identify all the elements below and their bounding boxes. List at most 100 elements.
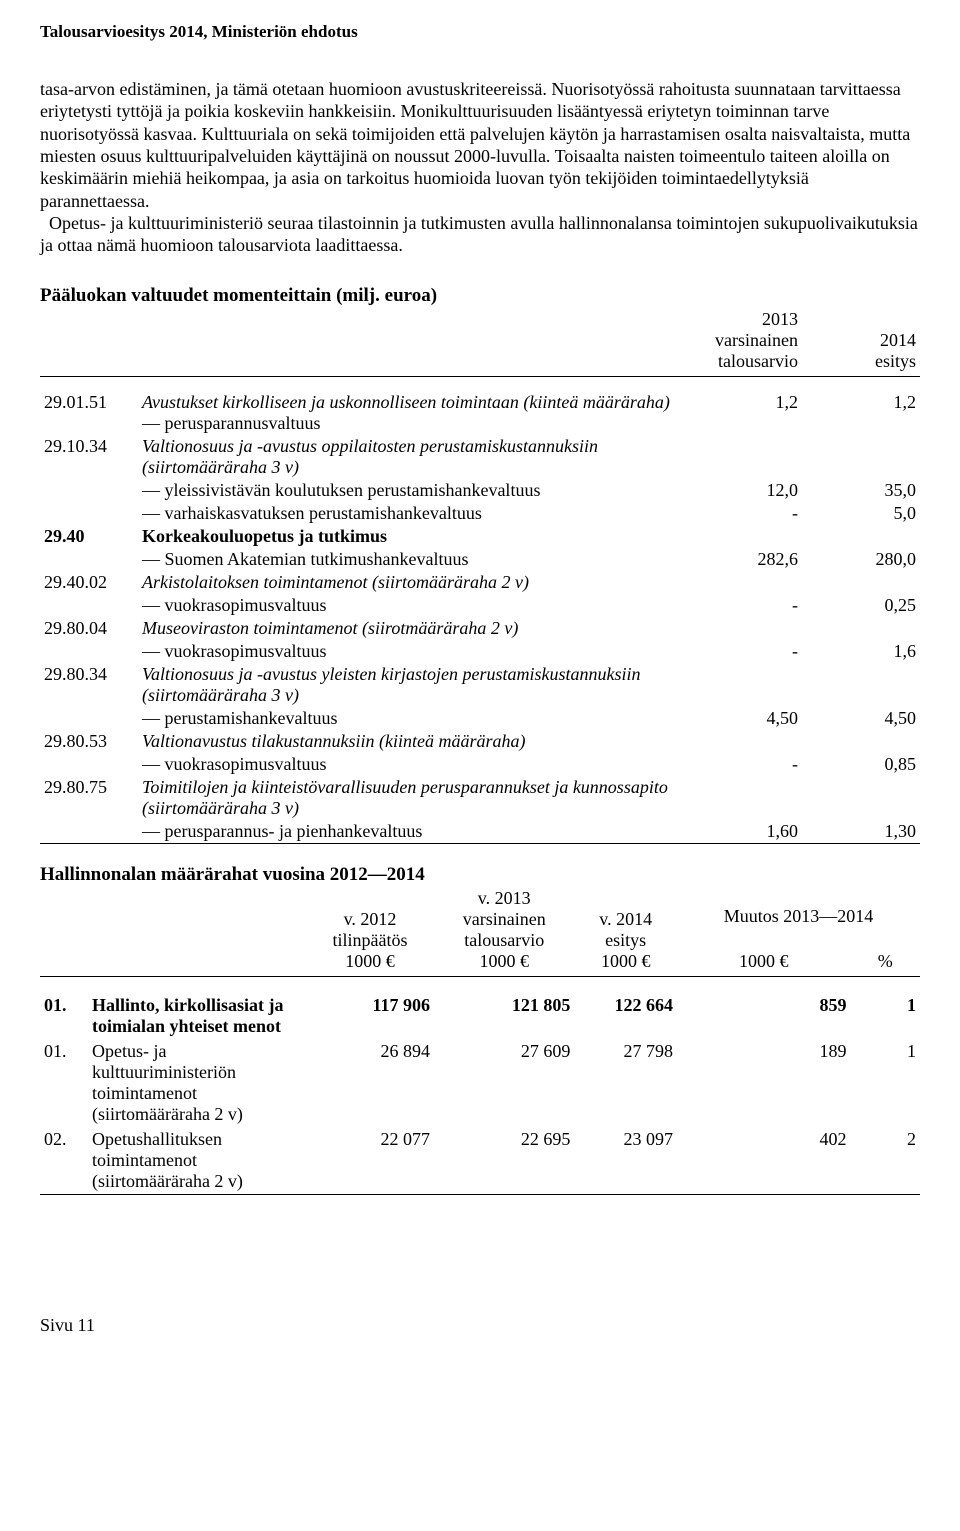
table-maararahat: v. 2012 tilinpäätös 1000 € v. 2013 varsi… — [40, 888, 920, 1195]
row-desc: — vuokrasopimusvaltuus — [138, 594, 684, 617]
row-value — [802, 663, 920, 707]
col-subheader: 1000 € — [677, 931, 851, 976]
row-value: 0,85 — [802, 753, 920, 776]
row-desc: Valtionosuus ja -avustus oppilaitosten p… — [138, 435, 684, 479]
row-value: 2 — [851, 1127, 920, 1195]
row-desc: Opetushallituksen toimintamenot (siirtom… — [88, 1127, 306, 1195]
row-desc: Hallinto, kirkollisasiat ja toimialan yh… — [88, 993, 306, 1039]
col-header: 2014 esitys — [802, 309, 920, 377]
row-value — [802, 776, 920, 820]
row-value — [684, 663, 802, 707]
row-value: 280,0 — [802, 548, 920, 571]
row-code: 29.80.34 — [40, 663, 138, 707]
row-code — [40, 753, 138, 776]
row-value: - — [684, 753, 802, 776]
row-code: 29.10.34 — [40, 435, 138, 479]
row-desc: Valtionavustus tilakustannuksiin (kiinte… — [138, 730, 684, 753]
row-value: 1,2 — [684, 391, 802, 435]
row-desc: Korkeakouluopetus ja tutkimus — [138, 525, 684, 548]
paragraph-line: tasa-arvon edistäminen, ja tämä otetaan … — [40, 79, 910, 211]
row-desc: — vuokrasopimusvaltuus — [138, 640, 684, 663]
page-header: Talousarvioesitys 2014, Ministeriön ehdo… — [40, 22, 920, 42]
row-code: 29.80.04 — [40, 617, 138, 640]
row-code — [40, 707, 138, 730]
row-code: 29.40.02 — [40, 571, 138, 594]
row-value: 1 — [851, 993, 920, 1039]
row-code: 29.80.53 — [40, 730, 138, 753]
row-value: - — [684, 594, 802, 617]
row-value: 1 — [851, 1039, 920, 1127]
row-value: 121 805 — [434, 993, 574, 1039]
row-code — [40, 640, 138, 663]
row-value: - — [684, 640, 802, 663]
row-code: 29.01.51 — [40, 391, 138, 435]
row-value: 282,6 — [684, 548, 802, 571]
row-desc: Toimitilojen ja kiinteistövarallisuuden … — [138, 776, 684, 820]
row-value — [802, 435, 920, 479]
row-value: 27 609 — [434, 1039, 574, 1127]
row-value: 859 — [677, 993, 851, 1039]
col-header: 2013 varsinainen talousarvio — [684, 309, 802, 377]
row-value: 189 — [677, 1039, 851, 1127]
col-subheader: % — [851, 931, 920, 976]
row-value: 4,50 — [684, 707, 802, 730]
row-desc: — perusparannus- ja pienhankevaltuus — [138, 820, 684, 844]
row-code — [40, 820, 138, 844]
row-value: 4,50 — [802, 707, 920, 730]
row-desc: — perustamishankevaltuus — [138, 707, 684, 730]
page-footer: Sivu 11 — [40, 1315, 920, 1336]
row-value — [802, 730, 920, 753]
row-value — [684, 571, 802, 594]
row-code — [40, 594, 138, 617]
row-desc: — yleissivistävän koulutuksen perustamis… — [138, 479, 684, 502]
body-paragraph: tasa-arvon edistäminen, ja tämä otetaan … — [40, 78, 920, 257]
row-code: 01. — [40, 993, 88, 1039]
row-desc: Valtionosuus ja -avustus yleisten kirjas… — [138, 663, 684, 707]
row-value: 12,0 — [684, 479, 802, 502]
row-value: 117 906 — [306, 993, 434, 1039]
row-value — [802, 571, 920, 594]
row-value — [684, 617, 802, 640]
row-code: 02. — [40, 1127, 88, 1195]
row-value: 122 664 — [574, 993, 677, 1039]
row-desc: Avustukset kirkolliseen ja uskonnollisee… — [138, 391, 684, 435]
row-value: 22 695 — [434, 1127, 574, 1195]
row-code: 29.40 — [40, 525, 138, 548]
table2-title: Hallinnonalan määrärahat vuosina 2012—20… — [40, 864, 920, 886]
row-desc: — vuokrasopimusvaltuus — [138, 753, 684, 776]
row-code — [40, 502, 138, 525]
col-header: v. 2012 tilinpäätös 1000 € — [306, 888, 434, 977]
row-value — [802, 525, 920, 548]
row-value: 26 894 — [306, 1039, 434, 1127]
row-desc: — varhaiskasvatuksen perustamishankevalt… — [138, 502, 684, 525]
row-code: 29.80.75 — [40, 776, 138, 820]
col-header: v. 2013 varsinainen talousarvio 1000 € — [434, 888, 574, 977]
row-value — [802, 617, 920, 640]
col-header: Muutos 2013—2014 — [677, 888, 920, 932]
row-value — [684, 776, 802, 820]
row-value: 1,30 — [802, 820, 920, 844]
row-value: 27 798 — [574, 1039, 677, 1127]
row-value — [684, 525, 802, 548]
row-value: 5,0 — [802, 502, 920, 525]
row-value: 402 — [677, 1127, 851, 1195]
row-value — [684, 435, 802, 479]
row-code — [40, 479, 138, 502]
row-code: 01. — [40, 1039, 88, 1127]
row-desc: Arkistolaitoksen toimintamenot (siirtomä… — [138, 571, 684, 594]
row-desc: — Suomen Akatemian tutkimushankevaltuus — [138, 548, 684, 571]
col-header: v. 2014 esitys 1000 € — [574, 888, 677, 977]
row-value: 23 097 — [574, 1127, 677, 1195]
table1-title: Pääluokan valtuudet momenteittain (milj.… — [40, 285, 920, 307]
row-value: 0,25 — [802, 594, 920, 617]
row-value: 1,2 — [802, 391, 920, 435]
table-valtuudet: 2013 varsinainen talousarvio 2014 esitys… — [40, 309, 920, 844]
row-value: - — [684, 502, 802, 525]
row-value: 35,0 — [802, 479, 920, 502]
row-code — [40, 548, 138, 571]
paragraph-line: Opetus- ja kulttuuriministeriö seuraa ti… — [40, 213, 918, 255]
row-value: 22 077 — [306, 1127, 434, 1195]
row-desc: Opetus- ja kulttuuriministeriön toiminta… — [88, 1039, 306, 1127]
row-value: 1,60 — [684, 820, 802, 844]
row-value — [684, 730, 802, 753]
